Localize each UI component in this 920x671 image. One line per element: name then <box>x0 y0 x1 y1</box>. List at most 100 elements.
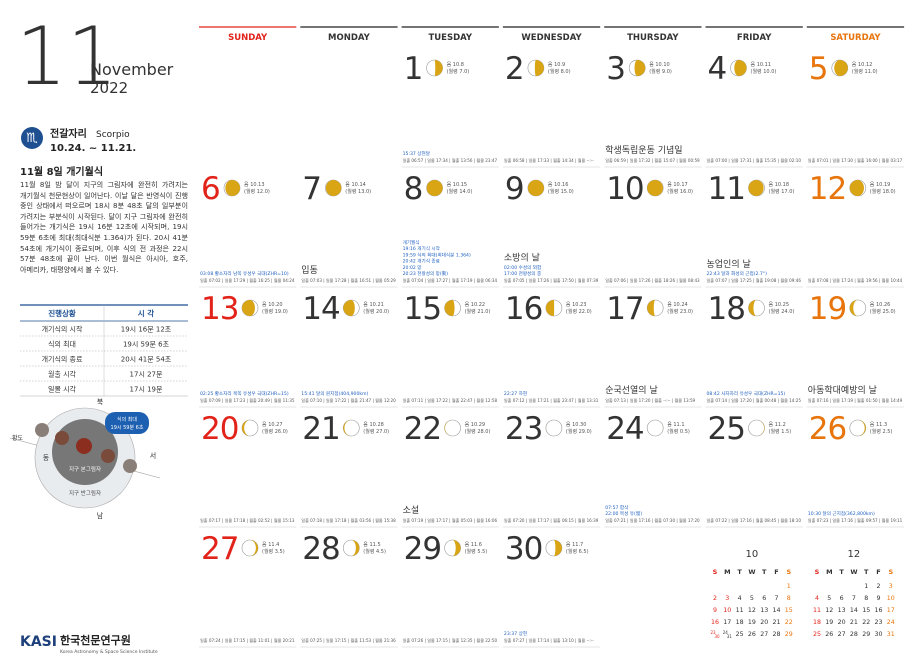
table-cell: 20시 41분 54초 <box>121 356 172 364</box>
lunar-date: 음 10.28 <box>363 422 384 428</box>
event-note: 08:42 사자자리 유성우 극대(ZHR=15) <box>707 390 786 397</box>
mini-day: 12 <box>825 607 833 614</box>
mini-day: 23 <box>710 630 716 635</box>
event-note: 02:00 수성의 외합 <box>504 264 542 271</box>
mini-day: 31 <box>727 634 733 639</box>
holiday-name: 입동 <box>301 264 318 276</box>
day-number: 25 <box>708 411 745 447</box>
mini-day: 27 <box>838 631 846 638</box>
moon-phase <box>343 420 352 436</box>
mini-day: 22 <box>862 619 870 626</box>
mini-day: 2 <box>876 583 880 590</box>
mini-day: 28 <box>772 631 780 638</box>
month-name: November <box>90 60 174 79</box>
sun-moon-times: 일출 07:10 | 일몰 17:22 | 월출 21:47 | 월몰 12:2… <box>301 397 396 403</box>
mini-day: 14 <box>850 607 858 614</box>
lunar-date: 음 10.10 <box>649 62 670 68</box>
mini-weekday: S <box>786 568 791 576</box>
mini-weekday: T <box>762 568 767 576</box>
lunar-date: 음 10.13 <box>244 182 265 188</box>
sun-moon-times: 일출 07:09 | 일몰 17:23 | 월출 20:49 | 월몰 11:3… <box>200 397 295 403</box>
lunar-date: 음 10.26 <box>870 302 891 308</box>
sun-moon-times: 일출 07:18 | 일몰 17:18 | 월출 03:56 | 월몰 15:3… <box>301 517 396 523</box>
mini-day: 4 <box>815 595 819 602</box>
month-number: 11 <box>16 10 118 103</box>
logo-name: 한국천문연구원 <box>60 633 131 647</box>
mini-day: 10 <box>723 607 731 614</box>
day-number: 24 <box>606 411 643 447</box>
moon-age: (월령 28.0) <box>465 428 491 435</box>
lunar-date: 음 11.3 <box>870 422 887 428</box>
moon-phase <box>834 60 848 76</box>
sun-moon-times: 일출 07:27 | 일몰 17:14 | 월출 13:10 | 월몰 --:-… <box>504 637 594 643</box>
mini-day: 16 <box>711 619 719 626</box>
event-note: 22:43 달과 화성의 근접(2.7°) <box>707 270 768 277</box>
moon-age: (월령 25.0) <box>870 308 896 315</box>
mini-weekday: T <box>864 568 869 576</box>
lunar-date: 음 11.4 <box>262 542 279 548</box>
day-number: 26 <box>809 411 846 447</box>
max-badge <box>105 412 149 434</box>
diagram-label: 19시 59분 6초 <box>111 425 144 431</box>
lunar-date: 음 10.20 <box>262 302 283 308</box>
day-number: 20 <box>201 411 238 447</box>
diagram-label: 식의 최대 <box>117 416 137 423</box>
moon-phase <box>634 60 646 76</box>
day-number: 13 <box>201 291 238 327</box>
mini-day: 24 <box>723 630 729 635</box>
moon-age: (월령 9.0) <box>649 68 672 75</box>
day-number: 27 <box>201 531 238 567</box>
moon-age: (월령 8.0) <box>548 68 571 75</box>
mini-day: 19 <box>748 619 756 626</box>
mini-day: 17 <box>723 619 731 626</box>
mini-day: 15 <box>862 607 870 614</box>
lunar-date: 음 11.7 <box>566 542 583 548</box>
moon-age: (월령 5.5) <box>465 548 488 555</box>
mini-day: 25 <box>736 631 744 638</box>
diagram-label: 서 <box>150 451 156 460</box>
day-number: 2 <box>505 51 524 87</box>
event-note: 20:02 망 <box>403 264 423 271</box>
moon-age: (월령 17.0) <box>769 188 795 195</box>
mini-month: 12 <box>848 549 861 560</box>
mini-day: 18 <box>736 619 744 626</box>
sun-moon-times: 일출 07:21 | 일몰 17:16 | 월출 07:30 | 월몰 17:2… <box>605 517 700 523</box>
lunar-date: 음 10.9 <box>548 62 565 68</box>
weekday-header: TUESDAY <box>428 33 472 43</box>
article-body: 11월 8일 밤 달이 지구의 그림자에 완전히 가려지는 개기월식 천문현상이… <box>20 180 188 274</box>
zodiac-dates: 10.24. ~ 11.21. <box>50 143 136 154</box>
table-header: 진행상황 <box>48 308 76 318</box>
zodiac-badge <box>21 127 43 149</box>
lunar-date: 음 10.19 <box>870 182 891 188</box>
moon-disc <box>646 419 664 437</box>
event-note: 20:42 개기식 종료 <box>403 258 440 265</box>
mini-weekday: S <box>888 568 893 576</box>
mini-day: 17 <box>887 607 895 614</box>
moon <box>76 438 92 454</box>
mini-weekday: M <box>724 568 730 576</box>
moon-age: (월령 19.0) <box>262 308 288 315</box>
mini-day: 20 <box>760 619 768 626</box>
mini-day: 9 <box>713 607 717 614</box>
holiday-name: 소설 <box>403 505 420 516</box>
diagram-label: 지구 본그림자 <box>69 465 101 473</box>
event-note: 07:57 합삭 <box>605 504 629 511</box>
day-number: 17 <box>606 291 643 327</box>
lunar-date: 음 10.17 <box>667 182 688 188</box>
holiday-name: 순국선열의 날 <box>605 385 658 396</box>
moon-phase <box>545 300 555 316</box>
lunar-date: 음 10.24 <box>667 302 688 308</box>
day-number: 15 <box>404 291 441 327</box>
mini-day: 7 <box>774 595 778 602</box>
lunar-date: 음 10.14 <box>345 182 366 188</box>
logo-mark: KASI <box>20 634 57 650</box>
sun-moon-times: 일출 06:58 | 일몰 17:33 | 월출 14:34 | 월몰 --:-… <box>504 157 594 163</box>
event-note: 10:30 달의 근지점(362,800km) <box>808 510 875 517</box>
mini-day: 14 <box>772 607 780 614</box>
moon-phase <box>242 420 250 436</box>
event-note: 15:37 상현달 <box>403 150 431 157</box>
event-note: 19:59 식의 최대(최대식분 1.364) <box>403 251 471 258</box>
day-number: 28 <box>302 531 339 567</box>
sun-moon-times: 일출 07:19 | 일몰 17:17 | 월출 05:03 | 월몰 16:0… <box>403 517 498 523</box>
mini-day: 21 <box>850 619 858 626</box>
